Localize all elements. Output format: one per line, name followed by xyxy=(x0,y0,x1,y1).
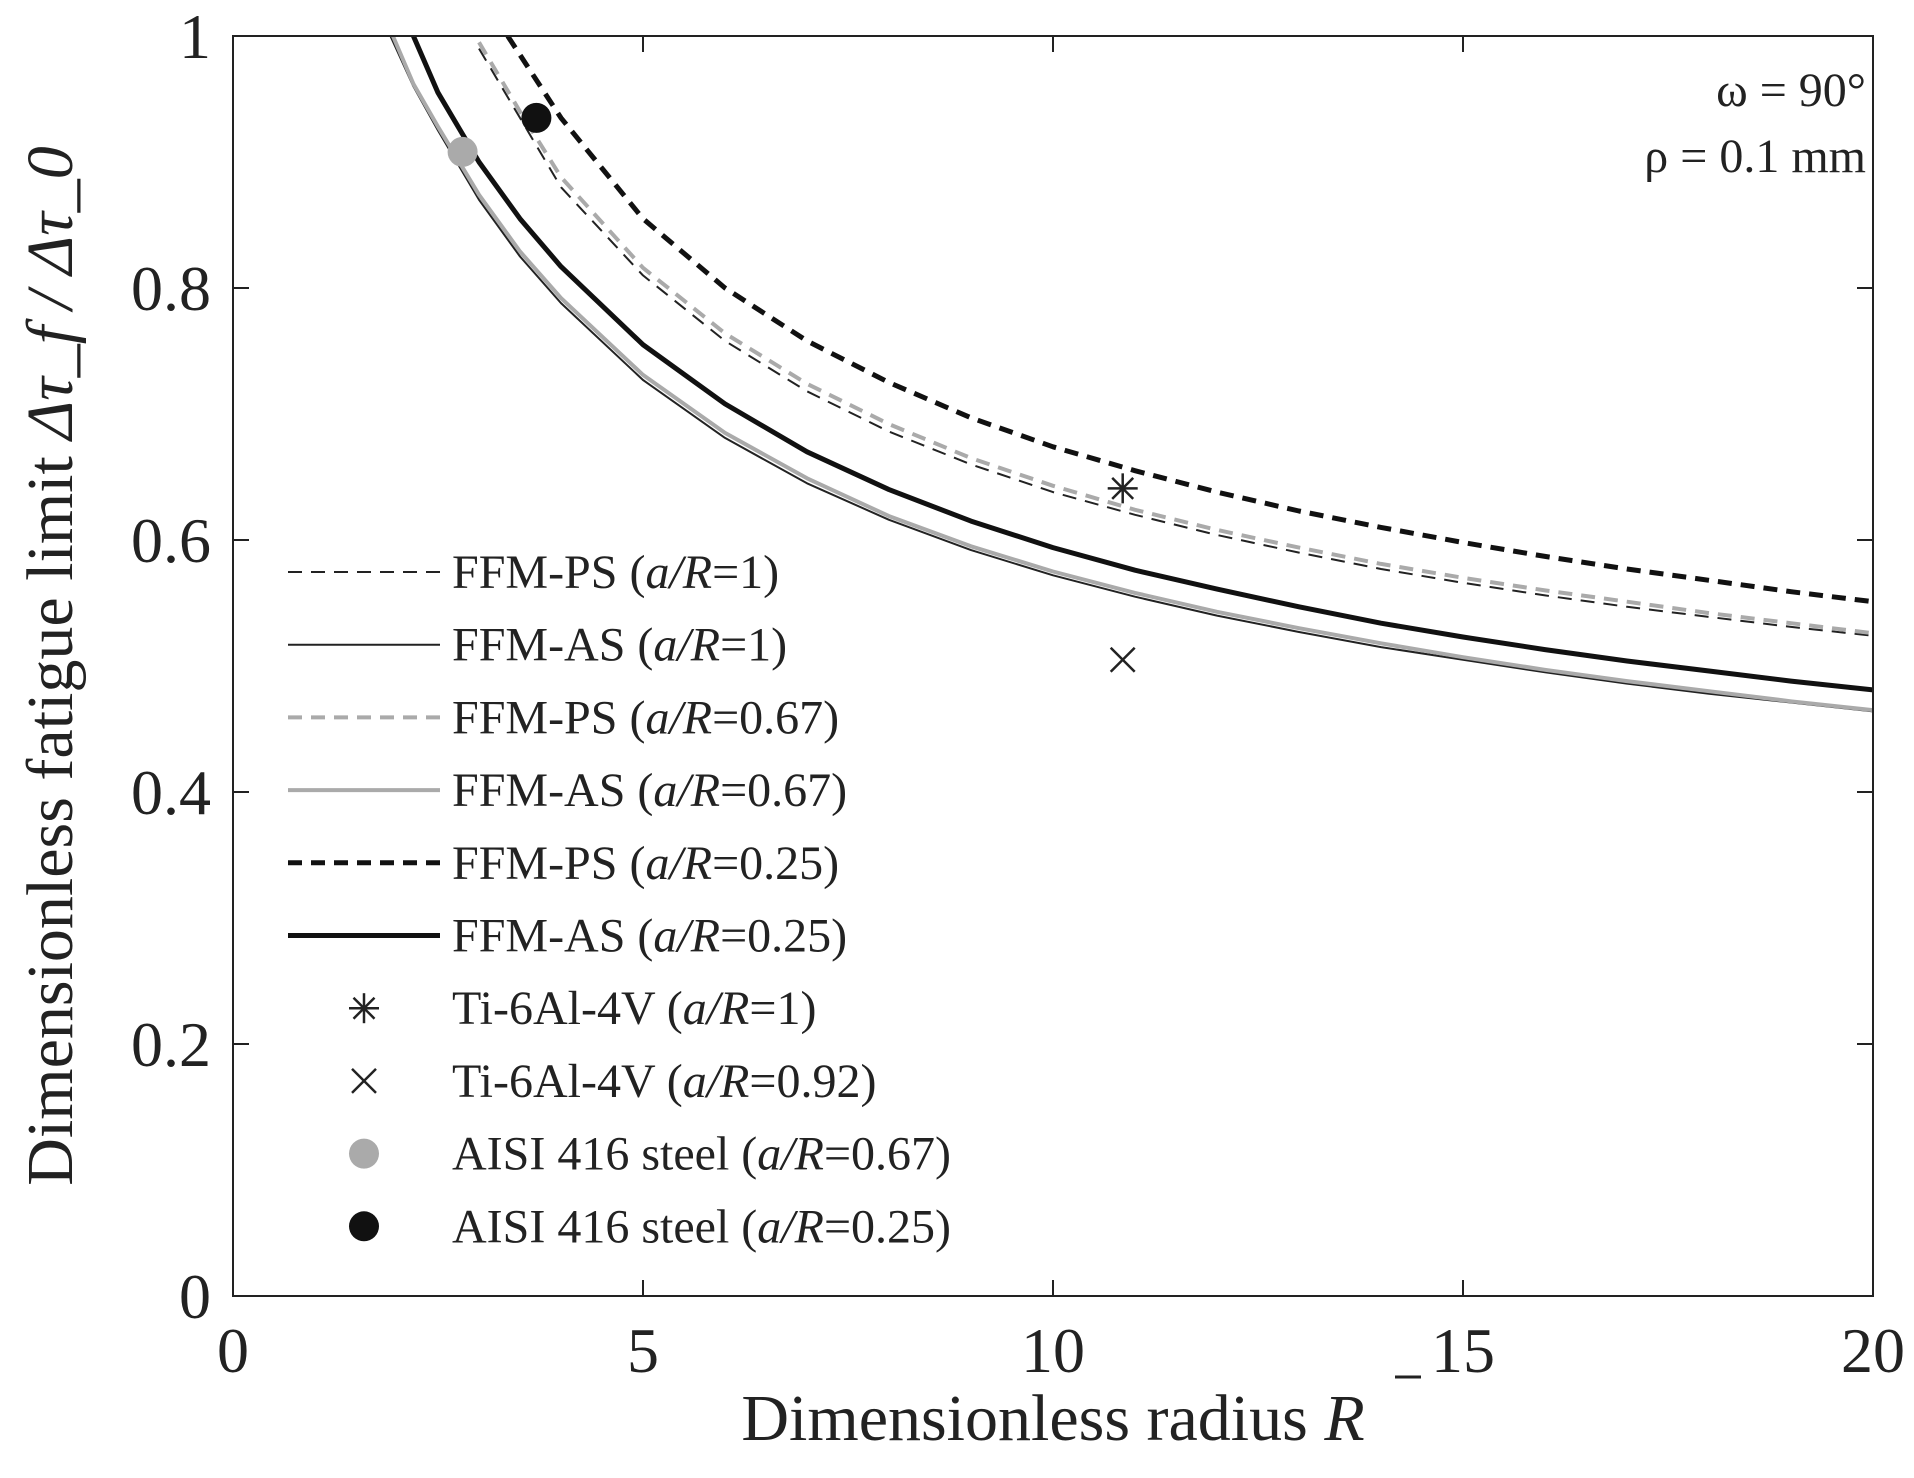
legend-label-3: FFM-AS (a/R=0.67) xyxy=(452,764,847,817)
y-tick-label: 0.6 xyxy=(131,505,211,576)
series-line-0 xyxy=(478,48,1873,637)
curve-layer xyxy=(389,36,1873,713)
x-axis-title: Dimensionless radius R xyxy=(741,1382,1364,1455)
annotation-notch-radius: ρ = 0.1 mm xyxy=(1644,130,1866,183)
x-tick-label: 10 xyxy=(1021,1315,1085,1386)
data-point-2 xyxy=(447,136,478,167)
x-tick-label: 20 xyxy=(1841,1315,1905,1386)
y-tick-label: 0.2 xyxy=(131,1009,211,1080)
legend-marker-0 xyxy=(349,993,379,1024)
marker-layer xyxy=(447,102,1138,673)
x-tick-label: 15 xyxy=(1431,1315,1495,1386)
data-point-0 xyxy=(1107,473,1138,504)
legend-label-6: Ti-6Al-4V (a/R=1) xyxy=(452,982,816,1035)
legend-label-1: FFM-AS (a/R=1) xyxy=(452,619,787,672)
legend-label-9: AISI 416 steel (a/R=0.25) xyxy=(452,1200,951,1253)
legend-label-0: FFM-PS (a/R=1) xyxy=(452,546,779,599)
annotation-angle: ω = 90° xyxy=(1716,64,1866,117)
legend-marker-2 xyxy=(349,1138,379,1169)
legend-label-2: FFM-PS (a/R=0.67) xyxy=(452,691,839,744)
y-axis-title: Dimensionless fatigue limit Δτ_f / Δτ_0 xyxy=(14,146,87,1185)
legend-marker-1 xyxy=(351,1068,377,1094)
x-axis-title-symbol: R xyxy=(1323,1382,1364,1455)
y-tick-label: 1 xyxy=(179,1,211,72)
y-tick-label: 0.8 xyxy=(131,253,211,324)
data-point-3 xyxy=(521,102,552,133)
legend-label-4: FFM-PS (a/R=0.25) xyxy=(452,837,839,890)
legend-marker-3 xyxy=(349,1211,379,1242)
y-axis-title-symbol: Δτ_f / Δτ_0 xyxy=(14,146,87,442)
x-axis-title-text: Dimensionless radius xyxy=(741,1382,1324,1455)
series-line-1 xyxy=(389,36,1873,713)
x-tick-label: 0 xyxy=(217,1315,249,1386)
y-tick-label: 0.4 xyxy=(131,757,211,828)
series-line-5 xyxy=(411,36,1873,693)
series-line-2 xyxy=(477,41,1873,636)
y-tick-label: 0 xyxy=(179,1261,211,1332)
legend: FFM-PS (a/R=1) FFM-AS (a/R=1) FFM-PS (a/R=… xyxy=(288,546,951,1253)
tick-layer: 0 5 10 15 20 0 0.2 0.4 0.6 0.8 1 xyxy=(131,1,1905,1386)
data-point-1 xyxy=(1109,646,1136,673)
y-axis-title-text: Dimensionless fatigue limit xyxy=(14,440,87,1186)
x-tick-label: 5 xyxy=(627,1315,659,1386)
legend-label-5: FFM-AS (a/R=0.25) xyxy=(452,910,847,963)
legend-label-7: Ti-6Al-4V (a/R=0.92) xyxy=(452,1055,876,1108)
series-line-4 xyxy=(505,36,1873,605)
legend-label-8: AISI 416 steel (a/R=0.67) xyxy=(452,1128,951,1181)
series-line-3 xyxy=(391,36,1873,713)
